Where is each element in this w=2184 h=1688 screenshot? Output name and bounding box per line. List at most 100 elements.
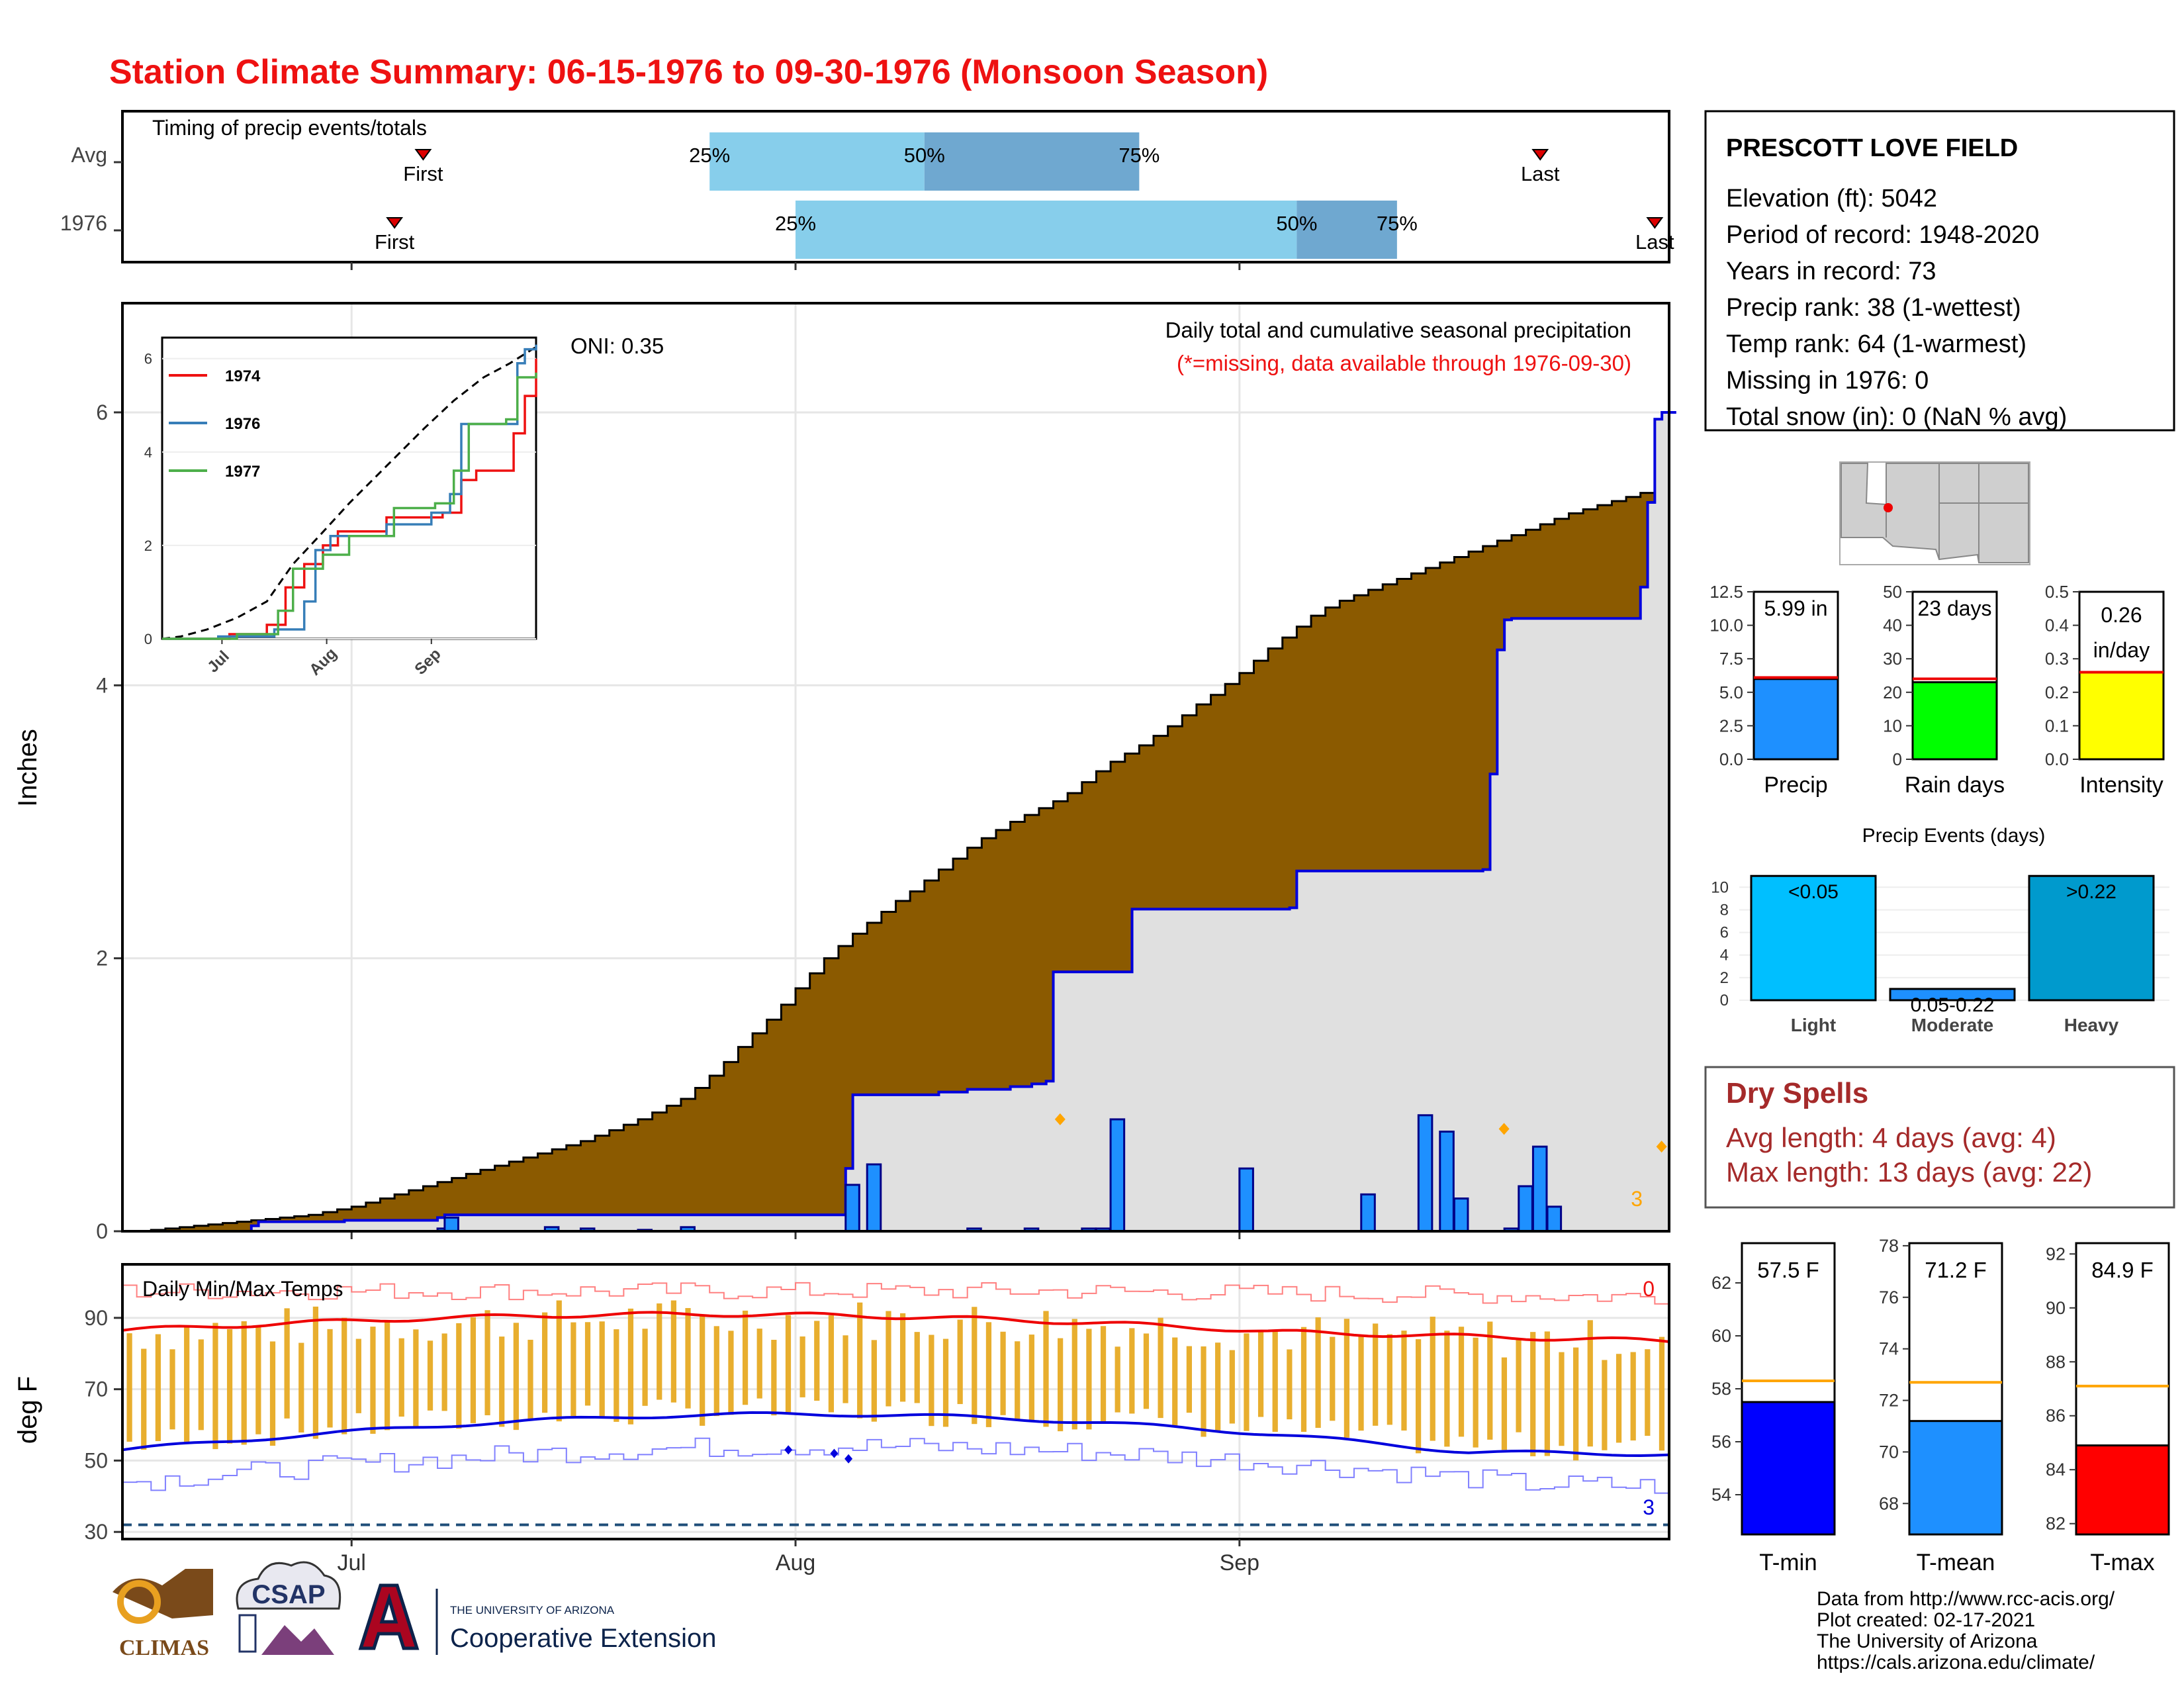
precip-events-chart: Precip Events (days) 0 2 4 6 8 10 <0.05 Light 0.… [1711,825,2169,1035]
mini-ytick-label: 0.3 [2045,649,2069,669]
timing-q50-label: 50% [1276,212,1317,235]
temp-bar-t-min [1741,1401,1836,1536]
daily-precip-bar [1518,1185,1533,1233]
daily-temp-bar [1444,1331,1450,1447]
mini-ytick-label: 7.5 [1719,649,1743,669]
daily-temp-bar [1115,1346,1120,1413]
precip-panel: 0 2 4 6 Inches ONI: 0.35 Daily total and cu… [13,302,1676,1243]
mini-ytick-label: 30 [1883,649,1902,669]
mini-ytick-label: 10 [1883,716,1902,735]
daily-temp-bar [1257,1329,1264,1417]
daily-temp-bar [713,1326,719,1417]
inset-line-1976 [162,344,537,640]
inset-legend-label-1974: 1974 [225,367,261,385]
mini-ytick-label: 0 [1893,749,1902,769]
daily-temp-bar [1143,1333,1150,1409]
events-bar-moderate [1889,988,2016,1002]
ua-big-text: Cooperative Extension [450,1624,716,1653]
mini-ytick-label: 20 [1883,682,1902,702]
events-ytick-label: 0 [1720,992,1729,1009]
csap-logo-text: CSAP [251,1580,325,1609]
daily-temp-bar [513,1323,519,1430]
timing-first-marker [386,217,404,229]
avg-min-temp-line [122,1411,1670,1458]
footer-line: Data from http://www.rcc-acis.org/ [1817,1588,2115,1610]
daily-temp-bar [1129,1328,1135,1414]
daily-precip-bar [1360,1193,1376,1233]
precip-corner-count: 3 [1631,1187,1643,1211]
temp-ytick-label: 84 [2046,1460,2066,1479]
temp-ytick-label: 70 [84,1378,108,1401]
daily-temp-bar [972,1307,978,1425]
daily-temp-bar [1015,1341,1021,1420]
timing-avg-q50-q75 [924,132,1140,191]
daily-temp-bar [384,1321,390,1430]
daily-temp-bar [298,1342,304,1433]
temp-ytick-label: 56 [1711,1432,1731,1452]
daily-temp-bar [542,1312,548,1413]
daily-temp-bar [155,1334,161,1442]
record-low-marker [830,1448,839,1458]
daily-precip-bar [443,1216,459,1233]
temp-label: Daily Min/Max Temps [142,1277,343,1301]
daily-precip-bar [1531,1145,1548,1233]
climas-logo: CLIMAS [113,1569,213,1660]
daily-precip-bar [1546,1205,1563,1233]
mini-category-label: Rain days [1905,773,2005,798]
daily-temp-bar [1659,1336,1665,1451]
mini-ytick-label: 40 [1883,616,1902,635]
max-precip-marker [1054,1113,1066,1125]
timing-q75-label: 75% [1377,212,1418,235]
timing-year-q50-q75 [1297,201,1397,259]
daily-temp-bar [198,1339,204,1430]
month-label-jul: Jul [337,1550,365,1575]
daily-temp-bar [657,1303,662,1400]
station-info-line: Temp rank: 64 (1-warmest) [1726,330,2026,358]
ua-small-text: THE UNIVERSITY OF ARIZONA [450,1604,615,1617]
daily-temp-bar [1330,1336,1336,1421]
temp-ytick-label: 92 [2046,1244,2066,1264]
dry-spells-box: Dry Spells Avg length: 4 days (avg: 4) M… [1704,1066,2175,1209]
oni-label: ONI: 0.35 [570,334,664,358]
daily-temp-bar [427,1340,433,1411]
events-ytick-label: 4 [1720,947,1729,964]
daily-temp-bar [1300,1327,1307,1432]
temp-category-label: T-mean [1917,1550,1995,1575]
temp-ytick-label: 78 [1879,1236,1899,1256]
daily-temp-bar [1000,1331,1006,1415]
temp-value-label: 71.2 F [1925,1258,1987,1282]
daily-temp-bar [1645,1349,1651,1436]
precip-ylabel: Inches [13,729,42,807]
daily-temp-bar [1287,1349,1293,1420]
daily-temp-bar [929,1335,934,1427]
temp-ytick-label: 74 [1879,1339,1899,1359]
mini-category-label: Precip [1764,773,1827,798]
timing-last-marker [1646,217,1664,229]
daily-temp-bar [499,1336,505,1427]
daily-temp-bar [441,1333,447,1411]
mini-bar-rain-days [1911,681,1998,761]
temp-ytick-label: 70 [1879,1442,1899,1462]
daily-temp-bar [1229,1350,1235,1424]
daily-precip-bar [844,1184,860,1233]
mini-category-label: Intensity [2079,773,2163,798]
timing-last-label: Last [1635,230,1674,254]
daily-temp-bar [742,1310,749,1405]
daily-temp-bar [1358,1335,1364,1431]
daily-temp-bar [1186,1346,1192,1413]
daily-temp-bar [527,1339,533,1421]
events-bar-heavy [2028,874,2155,1002]
daily-temp-bar [785,1315,792,1413]
daily-temp-bar [355,1338,361,1413]
daily-temp-bar [1487,1321,1493,1440]
location-map [1839,461,2030,565]
events-category-label: Heavy [2064,1015,2119,1035]
events-category-label: Moderate [1911,1015,1993,1035]
footer-line: Plot created: 02-17-2021 [1817,1609,2035,1631]
mini-bar-precip [1752,678,1839,761]
daily-temp-bar [341,1317,347,1434]
timing-first-label: First [403,162,443,185]
daily-temp-bar [269,1341,276,1446]
figure-title: Station Climate Summary: 06-15-1976 to 0… [109,53,1268,91]
